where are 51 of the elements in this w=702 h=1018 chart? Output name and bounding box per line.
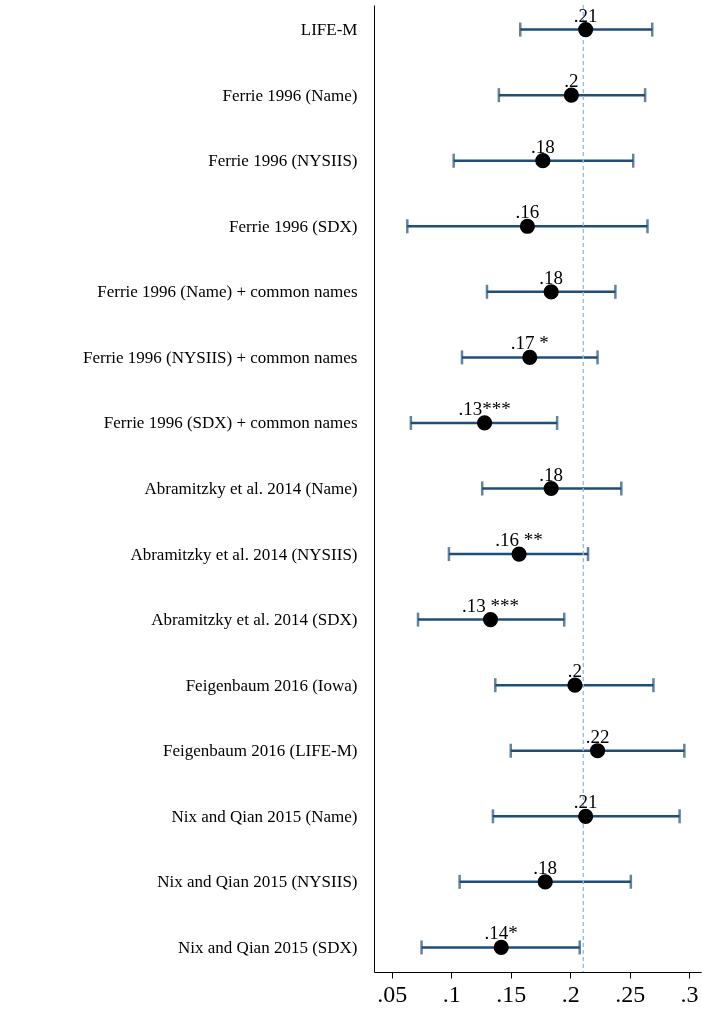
y-tick-label: Nix and Qian 2015 (Name) — [171, 806, 358, 826]
data-label: .16 ** — [495, 529, 543, 551]
point — [567, 677, 583, 693]
x-tick-label: .25 — [615, 980, 646, 1007]
x-tick-label: .1 — [442, 980, 461, 1007]
y-tick-label: Ferrie 1996 (Name) + common names — [97, 282, 358, 302]
point — [543, 284, 559, 300]
point — [578, 22, 594, 38]
point — [511, 546, 527, 562]
data-label: .17 * — [510, 332, 549, 354]
y-tick-label: Ferrie 1996 (NYSIIS) + common names — [83, 347, 358, 367]
point — [493, 939, 509, 955]
data-label: .18 — [533, 856, 558, 878]
data-label: .14* — [484, 922, 518, 944]
data-label: .22 — [585, 725, 610, 747]
point — [482, 612, 499, 628]
y-tick-label: Abramitzky et al. 2014 (Name) — [144, 479, 358, 498]
point — [519, 218, 535, 234]
y-tick-label: Ferrie 1996 (NYSIIS) — [208, 151, 358, 171]
data-label: .13 *** — [462, 594, 520, 616]
point — [522, 349, 538, 365]
y-tick-label: Feigenbaum 2016 (LIFE-M) — [162, 741, 358, 761]
data-label: .21 — [573, 4, 598, 26]
data-label: .18 — [530, 135, 555, 157]
data-label: .13*** — [458, 397, 511, 419]
point — [537, 874, 553, 890]
data-label: .16 — [515, 201, 540, 223]
y-tick-label: LIFE-M — [300, 20, 358, 40]
x-tick-label: .2 — [561, 980, 580, 1007]
y-tick-label: Abramitzky et al. 2014 (SDX) — [151, 610, 358, 630]
y-tick-label: Nix and Qian 2015 (SDX) — [178, 937, 358, 957]
y-tick-label: Ferrie 1996 (SDX) + common names — [103, 413, 358, 433]
y-tick-label: Ferrie 1996 (Name) — [222, 85, 358, 105]
y-tick-label: Abramitzky et al. 2014 (NYSIIS) — [130, 544, 358, 564]
data-label: .2 — [567, 660, 583, 682]
x-tick-label: .15 — [496, 980, 527, 1007]
point — [589, 743, 606, 759]
y-tick-label: Ferrie 1996 (SDX) — [229, 216, 358, 236]
data-label: .21 — [573, 791, 598, 813]
point — [578, 808, 594, 824]
data-label: .18 — [539, 266, 564, 288]
x-tick-label: .3 — [680, 980, 699, 1007]
y-tick-label: Feigenbaum 2016 (Iowa) — [185, 675, 358, 695]
y-tick-label: Nix and Qian 2015 (NYSIIS) — [157, 872, 358, 892]
point — [535, 153, 551, 169]
data-label: .18 — [539, 463, 564, 485]
point — [563, 87, 579, 103]
point — [543, 480, 559, 497]
data-label: .2 — [564, 70, 579, 92]
x-tick-label: .05 — [377, 980, 408, 1007]
point — [477, 415, 493, 431]
